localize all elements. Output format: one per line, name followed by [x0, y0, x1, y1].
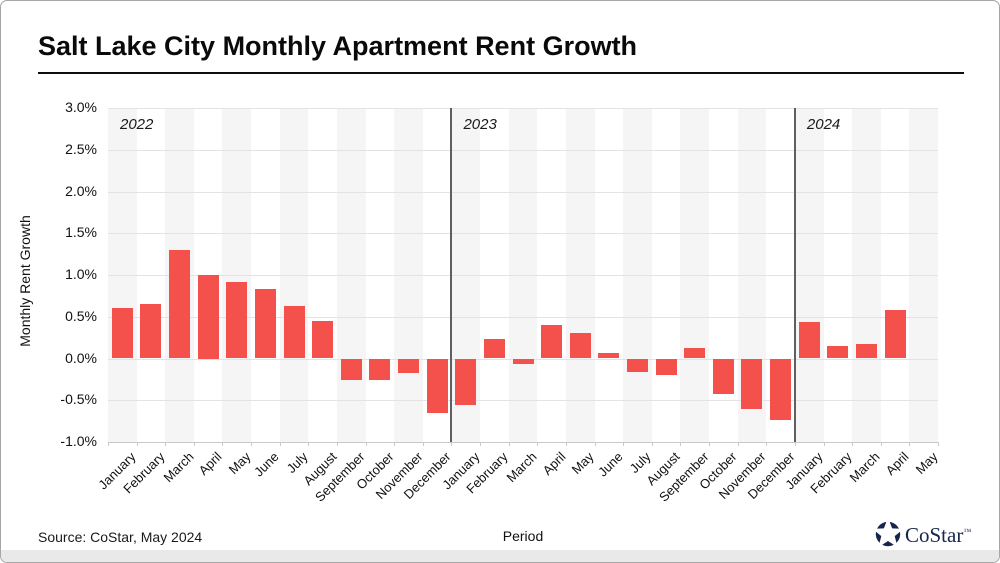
axis-tickmark [422, 442, 424, 446]
x-axis-title: Period [502, 528, 544, 544]
axis-tickmark [336, 442, 338, 446]
gridline [108, 149, 938, 151]
axis-tickmark [565, 442, 567, 446]
axis-tickmark [480, 442, 482, 446]
axis-tickmark [880, 442, 882, 446]
plot-area: 2022 2023 2024 [108, 108, 939, 446]
gridline [108, 191, 938, 193]
year-separator [793, 108, 796, 442]
axis-tickmark [308, 442, 310, 446]
axis-tickmark [594, 442, 596, 446]
axis-tickmark [451, 442, 453, 446]
axis-tickmark [938, 442, 939, 446]
axis-tickmark [136, 442, 138, 446]
bar-march-2024 [855, 344, 877, 359]
y-tick-label: 0.5% [65, 307, 97, 324]
bar-july-2023 [626, 358, 648, 372]
bar-february-2022 [140, 304, 162, 359]
bar-april-2024 [884, 310, 906, 359]
y-tick-label: -0.5% [60, 391, 97, 408]
bar-september-2023 [684, 348, 706, 359]
bar-may-2023 [569, 333, 591, 359]
axis-tickmark [852, 442, 854, 446]
bar-january-2022 [111, 308, 133, 359]
year-separator [450, 108, 453, 442]
bar-january-2023 [455, 358, 477, 406]
axis-tickmark [394, 442, 396, 446]
y-tick-label: -1.0% [60, 433, 97, 449]
gridline [108, 108, 938, 109]
title-underline [38, 72, 964, 74]
bar-march-2023 [512, 358, 534, 365]
costar-logo-icon [875, 520, 901, 547]
bar-april-2023 [541, 325, 563, 359]
bar-september-2022 [340, 358, 362, 381]
bar-august-2023 [655, 358, 677, 376]
axis-tickmark [680, 442, 682, 446]
bar-july-2022 [283, 305, 305, 359]
axis-tickmark [623, 442, 625, 446]
bar-march-2022 [169, 249, 191, 359]
axis-tickmark [537, 442, 539, 446]
costar-logo: CoStar™ [875, 519, 971, 548]
year-label-2022: 2022 [120, 116, 154, 133]
bar-november-2023 [741, 358, 763, 409]
bar-april-2022 [197, 275, 219, 359]
bar-august-2022 [312, 320, 334, 359]
bar-december-2023 [770, 358, 792, 421]
axis-tickmark [794, 442, 796, 446]
axis-tickmark [766, 442, 768, 446]
gridline [108, 275, 938, 276]
source-note: Source: CoStar, May 2024 [38, 529, 203, 545]
axis-tickmark [823, 442, 825, 446]
axis-tickmark [279, 442, 281, 446]
bar-february-2024 [827, 345, 849, 359]
year-label-2024: 2024 [806, 116, 841, 133]
gridline [108, 442, 938, 443]
bar-october-2022 [369, 358, 391, 381]
axis-tickmark [651, 442, 653, 446]
bar-november-2022 [398, 358, 420, 373]
chart-title: Salt Lake City Monthly Apartment Rent Gr… [38, 31, 638, 61]
axis-tickmark [251, 442, 253, 446]
bar-may-2022 [226, 281, 248, 359]
axis-tickmark [365, 442, 367, 446]
axis-tickmark [108, 442, 109, 446]
gridline [108, 400, 938, 402]
year-label-2023: 2023 [463, 116, 497, 133]
axis-tickmark [508, 442, 510, 446]
bar-june-2023 [598, 352, 620, 359]
bar-october-2023 [712, 358, 734, 394]
bar-june-2022 [254, 289, 276, 359]
trademark-symbol: ™ [963, 527, 972, 536]
bar-december-2022 [426, 358, 448, 413]
costar-logo-text: CoStar™ [905, 523, 972, 547]
y-tick-label: 1.5% [65, 224, 97, 241]
axis-tickmark [165, 442, 167, 446]
y-tick-label: 2.5% [65, 140, 97, 157]
axis-tickmark [193, 442, 195, 446]
gridline [108, 316, 938, 318]
y-tick-label: 1.0% [65, 266, 97, 282]
bar-february-2023 [483, 339, 505, 359]
gridline [108, 233, 938, 235]
y-tick-label: 2.0% [65, 182, 97, 199]
axis-tickmark [909, 442, 911, 446]
y-tick-label: 0.0% [65, 349, 97, 366]
axis-tickmark [709, 442, 711, 446]
axis-tickmark [737, 442, 739, 446]
bar-january-2024 [798, 321, 820, 359]
y-tick-label: 3.0% [65, 99, 97, 115]
footer-strip [1, 550, 999, 562]
axis-tickmark [222, 442, 224, 446]
